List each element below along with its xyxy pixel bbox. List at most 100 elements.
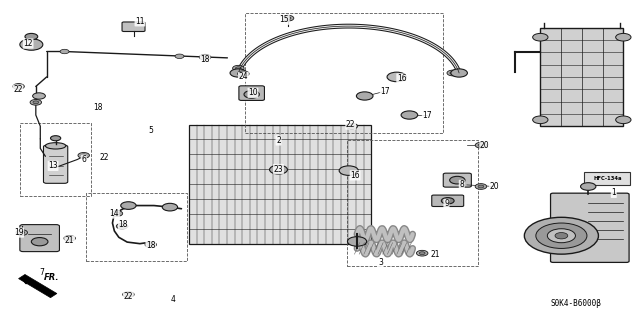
Circle shape	[616, 116, 631, 123]
Circle shape	[64, 235, 76, 241]
Circle shape	[387, 72, 406, 82]
Circle shape	[391, 74, 403, 80]
Text: 13: 13	[48, 161, 58, 170]
Circle shape	[359, 93, 371, 99]
Circle shape	[121, 202, 136, 209]
Circle shape	[19, 231, 25, 234]
Text: 11: 11	[135, 17, 145, 26]
Text: 16: 16	[350, 171, 360, 180]
Circle shape	[419, 252, 425, 255]
Circle shape	[31, 238, 48, 246]
Circle shape	[555, 233, 568, 239]
FancyBboxPatch shape	[432, 195, 464, 206]
Circle shape	[282, 15, 294, 21]
Text: 17: 17	[422, 111, 432, 120]
Circle shape	[524, 217, 598, 254]
FancyBboxPatch shape	[239, 86, 264, 100]
Circle shape	[349, 125, 355, 128]
Circle shape	[475, 142, 486, 148]
Circle shape	[123, 292, 134, 297]
Circle shape	[478, 185, 484, 188]
Circle shape	[202, 56, 208, 59]
Circle shape	[114, 212, 120, 215]
Circle shape	[125, 293, 131, 296]
Circle shape	[67, 237, 72, 240]
FancyBboxPatch shape	[20, 225, 60, 252]
Circle shape	[60, 49, 69, 54]
Circle shape	[532, 33, 548, 41]
Circle shape	[269, 165, 287, 174]
FancyBboxPatch shape	[122, 22, 145, 32]
Circle shape	[51, 136, 61, 141]
Text: 21: 21	[65, 236, 74, 245]
Bar	[86, 193, 186, 261]
Text: 18: 18	[200, 55, 210, 64]
Circle shape	[580, 183, 596, 190]
Circle shape	[404, 112, 415, 118]
Circle shape	[475, 184, 486, 189]
Circle shape	[111, 211, 123, 216]
Text: 21: 21	[430, 250, 440, 259]
Text: 18: 18	[93, 103, 102, 112]
Text: 23: 23	[274, 165, 284, 174]
Text: 22: 22	[124, 292, 133, 300]
Text: 4: 4	[171, 295, 175, 304]
FancyBboxPatch shape	[550, 193, 629, 263]
Circle shape	[20, 39, 43, 50]
Circle shape	[616, 33, 631, 41]
Circle shape	[230, 69, 246, 77]
Text: 8: 8	[460, 181, 464, 189]
Circle shape	[119, 225, 125, 228]
Text: 14: 14	[109, 209, 119, 218]
Circle shape	[273, 167, 284, 173]
Text: 6: 6	[81, 155, 86, 164]
Text: 5: 5	[148, 126, 153, 135]
Circle shape	[401, 111, 418, 119]
Circle shape	[346, 169, 351, 172]
Text: 22: 22	[99, 153, 109, 162]
Circle shape	[199, 54, 211, 60]
Circle shape	[348, 237, 367, 246]
Circle shape	[276, 168, 282, 171]
Text: 15: 15	[280, 15, 289, 24]
Circle shape	[346, 123, 358, 129]
Circle shape	[450, 71, 456, 74]
Bar	[584, 172, 630, 185]
Circle shape	[406, 114, 412, 116]
Text: HFC-134a: HFC-134a	[593, 176, 621, 181]
Circle shape	[447, 70, 458, 76]
Circle shape	[163, 203, 177, 211]
Circle shape	[148, 243, 154, 246]
Text: 10: 10	[248, 88, 258, 97]
Bar	[189, 124, 371, 244]
Text: 18: 18	[118, 220, 128, 229]
Circle shape	[16, 85, 22, 88]
Text: 22: 22	[346, 120, 355, 129]
Circle shape	[532, 116, 548, 123]
Polygon shape	[19, 274, 57, 298]
Text: 18: 18	[146, 241, 156, 250]
Bar	[245, 13, 444, 132]
Circle shape	[442, 197, 454, 204]
Bar	[348, 140, 478, 266]
Text: 20: 20	[480, 141, 490, 150]
FancyBboxPatch shape	[444, 173, 471, 187]
Text: FR.: FR.	[44, 272, 60, 282]
Circle shape	[78, 152, 90, 158]
Circle shape	[16, 230, 28, 235]
Circle shape	[237, 71, 249, 77]
Circle shape	[394, 76, 399, 78]
Circle shape	[13, 84, 24, 89]
FancyArrowPatch shape	[23, 279, 51, 293]
Circle shape	[232, 65, 244, 71]
Text: 24: 24	[239, 72, 248, 81]
Text: 7: 7	[40, 268, 45, 277]
Circle shape	[236, 67, 241, 70]
Text: 9: 9	[444, 199, 449, 208]
Circle shape	[145, 242, 157, 248]
Bar	[540, 28, 623, 126]
Text: S0K4-B6000β: S0K4-B6000β	[550, 299, 601, 308]
Circle shape	[478, 144, 484, 147]
Circle shape	[450, 176, 465, 184]
Ellipse shape	[45, 143, 66, 149]
